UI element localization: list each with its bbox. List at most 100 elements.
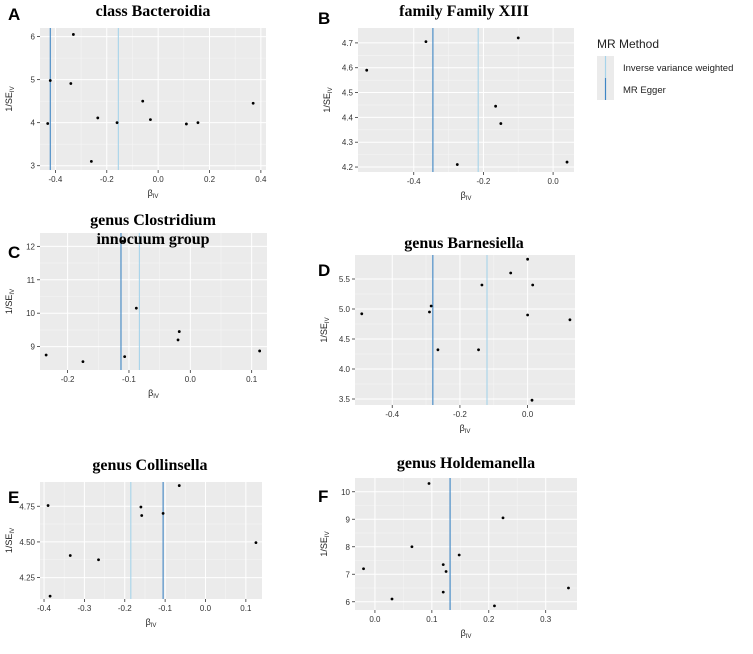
x-tick-label: 0.1 <box>426 615 438 624</box>
x-axis-label: βIV <box>148 188 159 200</box>
y-axis-label: 1/SEIV <box>319 317 331 342</box>
y-tick-label: 9 <box>31 343 36 352</box>
plot-background <box>40 233 267 370</box>
x-tick-label: 0.2 <box>204 175 216 184</box>
panel-e: -0.4 -0.3 -0.2 -0.1 0.0 0.1 4.25 4.50 4.75 βIV 1/S… <box>4 457 262 629</box>
x-tick-label: -0.2 <box>61 375 75 384</box>
y-tick-label: 4.7 <box>342 39 354 48</box>
data-point <box>441 590 445 594</box>
panel-d: -0.4 -0.2 0.0 3.5 4.0 4.5 5.0 5.5 βIV 1/SEIV genus… <box>318 235 575 435</box>
data-point <box>516 36 520 40</box>
y-tick-label: 4.25 <box>19 574 35 583</box>
data-point <box>428 310 431 314</box>
panel-letter: E <box>8 488 19 507</box>
y-tick-label: 12 <box>26 242 35 251</box>
legend-label-ivw: Inverse variance weighted <box>623 63 733 74</box>
data-point <box>568 318 572 322</box>
data-point <box>530 398 534 402</box>
data-point <box>139 505 143 509</box>
data-point <box>46 122 50 125</box>
data-point <box>161 511 165 515</box>
data-point <box>115 121 119 125</box>
y-axis-label: 1/SEIV <box>4 289 16 314</box>
data-point <box>424 40 428 44</box>
x-tick-label: -0.3 <box>78 604 92 613</box>
data-point <box>565 160 569 164</box>
data-point <box>69 82 73 85</box>
x-axis-label: βIV <box>148 388 159 400</box>
data-point <box>499 122 503 125</box>
data-point <box>149 118 152 122</box>
x-axis-label: βIV <box>461 190 472 202</box>
panel-title: family Family XIII <box>399 3 529 20</box>
y-tick-label: 4.2 <box>342 163 354 172</box>
data-point <box>477 348 480 352</box>
data-point <box>46 504 50 507</box>
y-tick-label: 10 <box>341 488 350 497</box>
data-point <box>176 338 180 342</box>
data-point <box>141 99 145 103</box>
x-tick-label: -0.1 <box>122 375 136 384</box>
panel-letter: B <box>318 9 330 28</box>
data-point <box>480 283 484 287</box>
data-point <box>71 33 75 36</box>
data-point <box>177 484 181 487</box>
y-tick-label: 4.3 <box>342 138 354 147</box>
x-tick-label: 0.1 <box>240 604 252 613</box>
panel-title: genus Collinsella <box>92 457 207 474</box>
data-point <box>390 597 394 601</box>
data-point <box>362 567 365 571</box>
data-point <box>123 355 127 359</box>
panels: -0.4 -0.2 0.0 0.2 0.4 3 4 5 6 βIV 1/SEIV class Bact… <box>4 3 577 640</box>
data-point <box>567 586 570 590</box>
data-point <box>89 159 93 163</box>
data-point <box>48 79 52 82</box>
y-tick-label: 4 <box>31 119 36 128</box>
plot-background <box>40 28 266 170</box>
panel-letter: C <box>8 243 20 262</box>
data-point <box>196 121 200 125</box>
data-point <box>251 101 255 105</box>
data-point <box>501 516 505 520</box>
data-point <box>526 257 530 261</box>
data-point <box>121 239 125 243</box>
y-tick-label: 4.75 <box>19 502 35 511</box>
y-tick-label: 4.50 <box>19 538 35 547</box>
panel-f: 0.0 0.1 0.2 0.3 6 7 8 9 10 βIV 1/SEIV genus Holdema… <box>318 455 577 640</box>
x-tick-label: -0.4 <box>49 175 63 184</box>
data-point <box>184 122 188 126</box>
panel-title: genus Barnesiella <box>404 235 524 252</box>
x-tick-label: -0.4 <box>407 177 421 186</box>
x-tick-label: -0.2 <box>100 175 114 184</box>
panel-title: innocuum group <box>96 231 209 248</box>
x-tick-label: -0.4 <box>37 604 51 613</box>
data-point <box>134 306 138 310</box>
plot-background <box>355 255 575 405</box>
data-point <box>44 353 48 357</box>
panel-c: -0.2 -0.1 0.0 0.1 9 10 11 12 βIV 1/SEIV genus Clos… <box>4 212 267 400</box>
x-tick-label: 0.0 <box>153 175 165 184</box>
plot-background <box>355 478 577 610</box>
data-point <box>68 554 72 557</box>
y-axis-label: 1/SEIV <box>322 87 334 112</box>
y-tick-label: 10 <box>26 309 35 318</box>
y-tick-label: 3 <box>31 162 36 171</box>
x-tick-label: 0.0 <box>200 604 212 613</box>
panel-title: genus Clostridium <box>90 212 216 229</box>
data-point <box>444 570 448 573</box>
y-tick-label: 5 <box>31 76 36 85</box>
data-point <box>429 304 433 308</box>
data-point <box>509 271 513 275</box>
y-tick-label: 4.5 <box>342 89 354 98</box>
y-tick-label: 4.4 <box>342 113 354 122</box>
y-tick-label: 4.5 <box>339 335 351 344</box>
data-point <box>427 482 431 485</box>
y-tick-label: 9 <box>346 515 351 524</box>
x-tick-label: 0.4 <box>255 175 267 184</box>
y-axis-label: 1/SEIV <box>4 86 16 111</box>
x-tick-label: 0.2 <box>483 615 495 624</box>
data-point <box>140 514 144 517</box>
data-point <box>365 68 369 72</box>
data-point <box>360 312 364 316</box>
y-tick-label: 5.5 <box>339 275 351 284</box>
